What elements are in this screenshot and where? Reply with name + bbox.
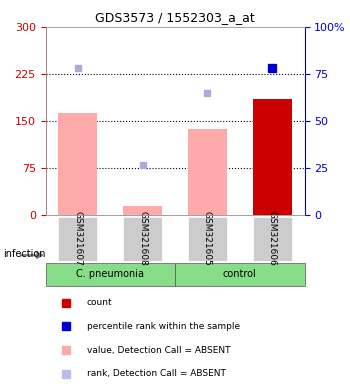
Bar	[46, 263, 175, 286]
Bar	[58, 217, 97, 260]
Text: GSM321606: GSM321606	[268, 211, 276, 266]
Bar	[123, 217, 162, 260]
Text: infection: infection	[4, 249, 46, 259]
Bar	[188, 217, 227, 260]
Bar	[253, 217, 292, 260]
Text: GSM321608: GSM321608	[138, 211, 147, 266]
Text: value, Detection Call = ABSENT: value, Detection Call = ABSENT	[87, 346, 230, 354]
Text: control: control	[223, 269, 257, 279]
Bar	[253, 99, 292, 215]
Text: percentile rank within the sample: percentile rank within the sample	[87, 322, 240, 331]
Text: count: count	[87, 298, 113, 308]
Text: GSM321607: GSM321607	[74, 211, 82, 266]
Bar	[123, 206, 162, 215]
Text: rank, Detection Call = ABSENT: rank, Detection Call = ABSENT	[87, 369, 226, 378]
Text: GDS3573 / 1552303_a_at: GDS3573 / 1552303_a_at	[95, 12, 255, 25]
Bar	[58, 113, 97, 215]
Bar	[188, 129, 227, 215]
Bar	[175, 263, 304, 286]
Text: GSM321605: GSM321605	[203, 211, 212, 266]
Text: C. pneumonia: C. pneumonia	[76, 269, 144, 279]
